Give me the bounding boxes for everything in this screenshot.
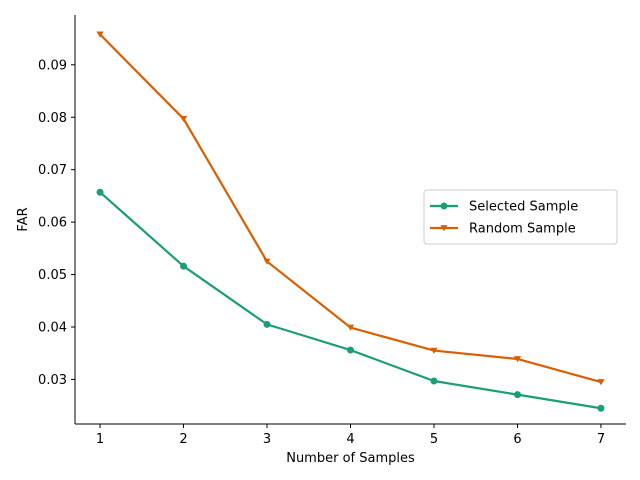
legend-marker: [440, 225, 448, 232]
x-tick-label: 1: [96, 432, 104, 447]
data-point-random-sample: [179, 115, 188, 123]
y-tick-label: 0.03: [38, 373, 67, 388]
data-point-random-sample: [96, 31, 104, 38]
x-tick-label: 7: [597, 432, 605, 447]
legend-marker: [440, 202, 448, 210]
y-ticks: 0.03 0.04 0.05 0.06 0.07 0.08 0.09: [38, 58, 75, 388]
legend-item-random-sample: Random Sample: [430, 222, 576, 237]
x-tick-label: 5: [430, 432, 438, 447]
y-tick-label: 0.04: [38, 320, 67, 335]
legend-box: [423, 189, 618, 245]
data-point-random-sample: [597, 379, 605, 386]
data-point-selected-sample: [513, 391, 521, 399]
data-point-random-sample: [513, 356, 522, 363]
data-point-random-sample: [430, 347, 438, 354]
data-point-selected-sample: [597, 404, 605, 412]
y-tick-label: 0.06: [38, 216, 67, 231]
data-point-selected-sample: [430, 377, 438, 385]
y-tick-label: 0.07: [38, 163, 67, 178]
data-point-random-sample: [346, 324, 355, 331]
y-tick-label: 0.09: [38, 58, 67, 73]
legend-label: Random Sample: [469, 222, 576, 237]
series-selected-sample: [96, 188, 605, 412]
x-axis-title: Number of Samples: [286, 451, 415, 466]
y-axis-title: FAR: [16, 207, 31, 231]
data-point-random-sample: [263, 258, 271, 265]
data-point-selected-sample: [180, 262, 188, 270]
x-tick-label: 6: [513, 432, 521, 447]
series-random-sample: [96, 31, 605, 386]
data-point-selected-sample: [96, 188, 104, 196]
y-tick-label: 0.08: [38, 111, 67, 126]
x-tick-label: 4: [346, 432, 354, 447]
x-ticks: 1 2 3 4 5 6 7: [96, 424, 605, 447]
x-tick-label: 3: [263, 432, 271, 447]
legend-label: Selected Sample: [469, 200, 578, 215]
x-tick-label: 2: [179, 432, 187, 447]
y-tick-label: 0.05: [38, 268, 67, 283]
legend-item-selected-sample: Selected Sample: [430, 200, 578, 215]
data-point-selected-sample: [263, 320, 271, 328]
plot-area: [96, 31, 605, 412]
legend: Selected Sample Random Sample: [423, 189, 618, 245]
data-point-selected-sample: [347, 346, 354, 354]
